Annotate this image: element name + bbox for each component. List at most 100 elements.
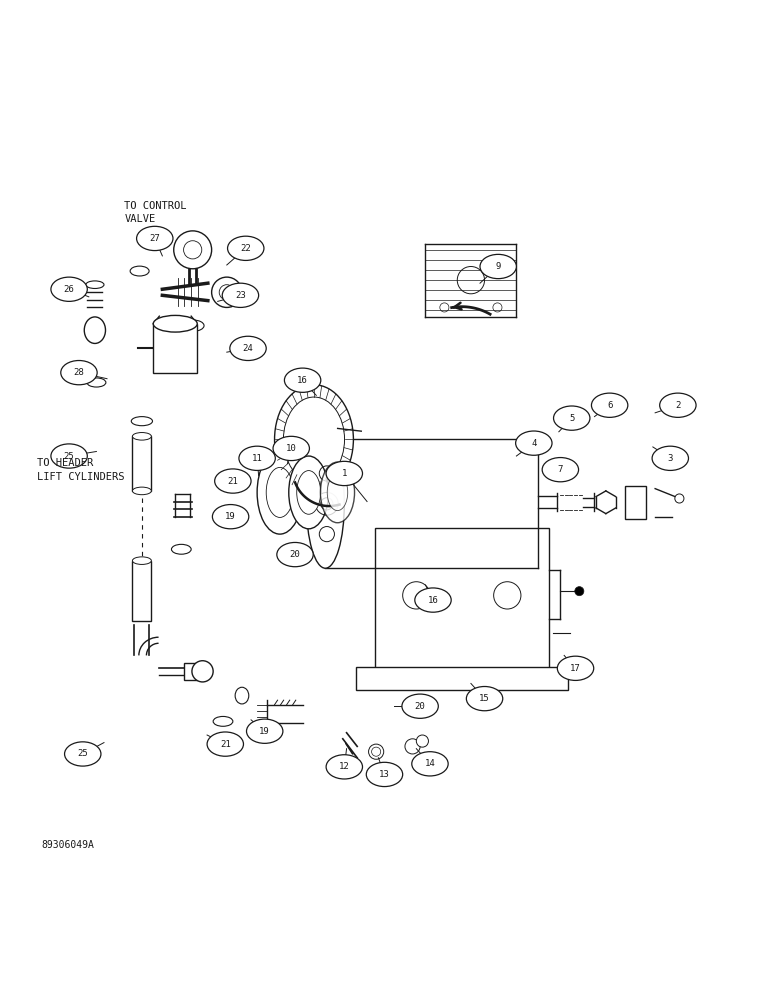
Text: 25: 25 [77,749,88,758]
Ellipse shape [51,277,87,301]
Ellipse shape [133,487,151,495]
Ellipse shape [326,461,363,486]
Text: 20: 20 [290,550,300,559]
Text: 27: 27 [150,234,160,243]
Ellipse shape [84,317,106,343]
Text: 28: 28 [73,368,84,377]
Ellipse shape [222,283,259,307]
Text: 25: 25 [64,452,74,461]
Ellipse shape [154,315,197,332]
Text: 6: 6 [607,401,612,410]
Ellipse shape [181,320,204,331]
Ellipse shape [306,439,344,568]
Bar [625,486,646,519]
Ellipse shape [215,469,251,493]
Ellipse shape [296,471,320,514]
Text: 14: 14 [425,759,435,768]
Text: 11: 11 [252,454,262,463]
Text: 13: 13 [379,770,390,779]
Ellipse shape [130,266,149,276]
Text: 16: 16 [428,596,438,605]
Circle shape [174,231,212,269]
Text: 9: 9 [496,262,501,271]
Ellipse shape [171,544,191,554]
Ellipse shape [273,436,310,461]
Ellipse shape [554,406,590,430]
Text: 21: 21 [228,477,239,486]
Ellipse shape [133,557,151,564]
Ellipse shape [466,686,503,711]
Bar [184,663,197,680]
Circle shape [192,661,213,682]
Text: 24: 24 [242,344,253,353]
Text: 21: 21 [220,740,231,749]
Ellipse shape [415,588,451,612]
Ellipse shape [137,226,173,251]
Bar [133,436,151,491]
Circle shape [405,739,420,754]
Ellipse shape [61,361,97,385]
Text: 16: 16 [297,376,308,385]
Ellipse shape [246,719,283,743]
Ellipse shape [277,542,313,567]
Ellipse shape [86,281,104,288]
Bar [374,528,549,668]
Text: 22: 22 [240,244,251,253]
Text: 89306049A: 89306049A [41,840,94,850]
Text: 17: 17 [571,664,581,673]
Ellipse shape [289,456,329,529]
Text: 23: 23 [235,291,245,300]
Circle shape [575,587,584,596]
Ellipse shape [284,368,321,392]
Ellipse shape [207,732,243,756]
Text: 2: 2 [676,401,681,410]
Text: 20: 20 [415,702,425,711]
Text: 1: 1 [342,469,347,478]
Text: 26: 26 [64,285,74,294]
Text: 15: 15 [479,694,490,703]
Ellipse shape [65,742,101,766]
Ellipse shape [51,444,87,468]
Text: 7: 7 [557,465,563,474]
Text: 4: 4 [531,439,537,448]
Ellipse shape [257,451,303,534]
Bar [154,324,197,373]
Ellipse shape [266,467,293,517]
Ellipse shape [133,433,151,440]
Circle shape [368,744,384,759]
Text: TO HEADER
LIFT CYLINDERS: TO HEADER LIFT CYLINDERS [37,458,125,482]
Bar [356,667,568,690]
Ellipse shape [557,656,594,680]
Ellipse shape [212,505,249,529]
Ellipse shape [327,474,347,511]
Ellipse shape [320,462,354,523]
Ellipse shape [480,254,516,279]
Text: 19: 19 [259,727,270,736]
Text: 19: 19 [225,512,236,521]
Ellipse shape [652,446,689,470]
Text: 3: 3 [668,454,673,463]
Circle shape [416,735,428,747]
Ellipse shape [228,236,264,260]
Ellipse shape [239,446,276,470]
Ellipse shape [660,393,696,417]
Ellipse shape [591,393,628,417]
Ellipse shape [283,397,344,482]
Circle shape [675,494,684,503]
Ellipse shape [411,752,449,776]
Text: TO CONTROL
VALVE: TO CONTROL VALVE [124,201,187,224]
Text: 10: 10 [286,444,296,453]
Text: 5: 5 [569,414,574,423]
Text: 12: 12 [339,762,350,771]
Ellipse shape [516,431,552,455]
Ellipse shape [366,762,403,787]
Ellipse shape [87,378,106,387]
Ellipse shape [131,417,153,426]
Bar [133,561,151,621]
Ellipse shape [230,336,266,361]
Circle shape [212,277,242,307]
Ellipse shape [213,716,233,726]
Ellipse shape [326,755,363,779]
Ellipse shape [542,458,578,482]
Ellipse shape [235,687,249,704]
